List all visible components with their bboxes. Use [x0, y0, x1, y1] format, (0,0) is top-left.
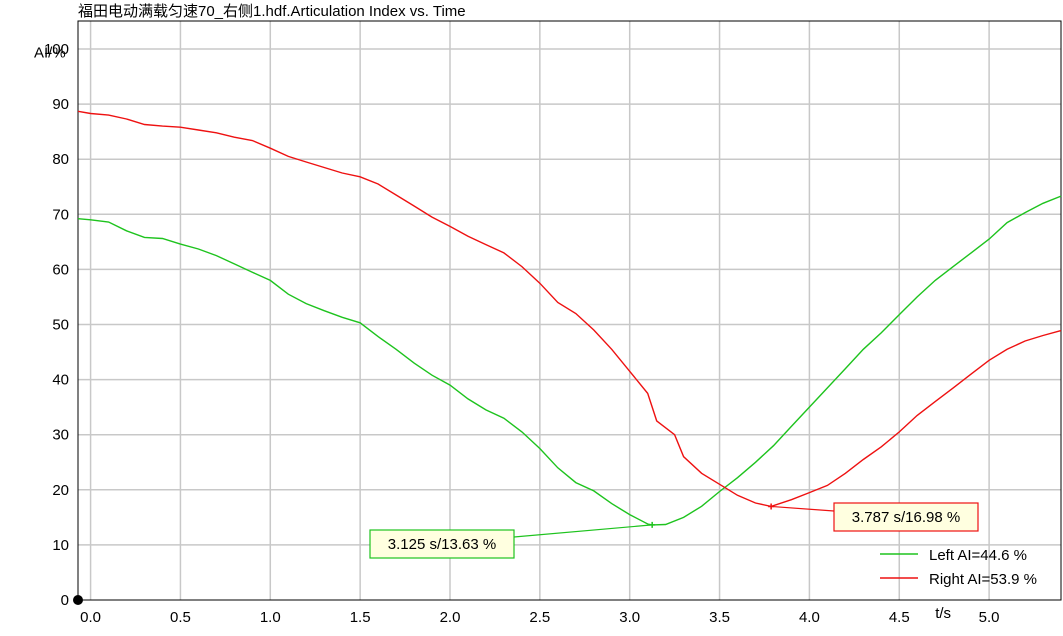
x-tick-label: 3.5 — [709, 609, 730, 626]
chart-title: 福田电动满载匀速70_右侧1.hdf.Articulation Index vs… — [78, 3, 466, 20]
x-tick-label: 4.0 — [799, 609, 820, 626]
y-axis-label: AI/% — [34, 45, 66, 62]
legend-entry: Left AI=44.6 % — [929, 547, 1027, 564]
plot-frame — [77, 20, 1062, 601]
x-tick-label: 5.0 — [979, 609, 1000, 626]
y-tick-label: 100 — [44, 41, 69, 58]
y-tick-label: 0 — [61, 592, 69, 609]
y-tick-label: 20 — [52, 482, 69, 499]
y-tick-label: 50 — [52, 317, 69, 334]
series-line-left — [77, 195, 1062, 526]
x-tick-label: 2.5 — [529, 609, 550, 626]
y-tick-label: 10 — [52, 537, 69, 554]
annotation-leader — [513, 524, 653, 538]
annotation-box — [369, 529, 515, 559]
annotation-box — [833, 502, 979, 532]
x-axis-label: t/s — [935, 605, 951, 622]
x-tick-label: 1.5 — [350, 609, 371, 626]
y-tick-label: 80 — [52, 151, 69, 168]
series-line-right — [77, 110, 1062, 508]
y-tick-label: 70 — [52, 206, 69, 223]
y-tick-label: 60 — [52, 261, 69, 278]
annotation-label: 3.787 s/16.98 % — [852, 509, 960, 526]
x-tick-label: 0.0 — [80, 609, 101, 626]
x-tick-label: 0.5 — [170, 609, 191, 626]
annotation-marker — [649, 521, 656, 528]
x-tick-label: 2.0 — [440, 609, 461, 626]
annotation-marker — [768, 503, 775, 510]
annotation-label: 3.125 s/13.63 % — [388, 536, 496, 553]
x-tick-label: 4.5 — [889, 609, 910, 626]
y-tick-label: 40 — [52, 372, 69, 389]
origin-dot — [73, 595, 83, 605]
legend-entry: Right AI=53.9 % — [929, 571, 1037, 588]
annotation-leader — [771, 505, 835, 512]
y-tick-label: 30 — [52, 427, 69, 444]
x-tick-label: 3.0 — [619, 609, 640, 626]
x-tick-label: 1.0 — [260, 609, 281, 626]
y-tick-label: 90 — [52, 96, 69, 113]
